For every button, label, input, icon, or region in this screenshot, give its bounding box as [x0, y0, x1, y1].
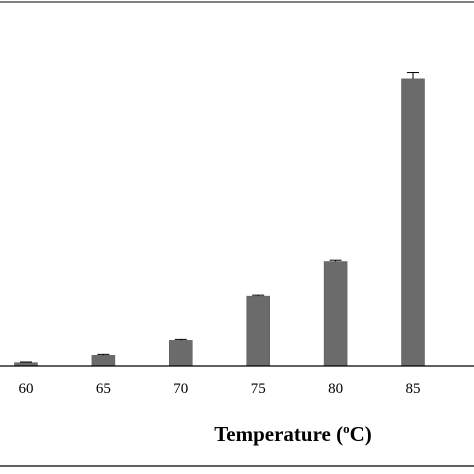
x-tick-labels: 60 65 70 75 80 85	[19, 381, 421, 397]
x-tick-label-60: 60	[19, 381, 34, 397]
bars	[14, 72, 425, 367]
x-tick-label-85: 85	[406, 381, 421, 397]
bar-70	[169, 340, 193, 367]
x-tick-label-65: 65	[96, 381, 111, 397]
x-tick-label-70: 70	[173, 381, 188, 397]
x-axis-label-main: Temperature (	[214, 422, 343, 446]
x-tick-label-75: 75	[251, 381, 266, 397]
bar-65	[91, 355, 116, 367]
x-axis-label-superscript: o	[343, 421, 350, 436]
bar-80	[323, 261, 348, 367]
x-tick-label-80: 80	[328, 381, 343, 397]
bar-85	[401, 78, 425, 367]
bar-75	[246, 295, 270, 367]
x-axis-label: Temperature (oC)	[214, 421, 372, 446]
x-axis-label-end: C)	[350, 422, 372, 446]
